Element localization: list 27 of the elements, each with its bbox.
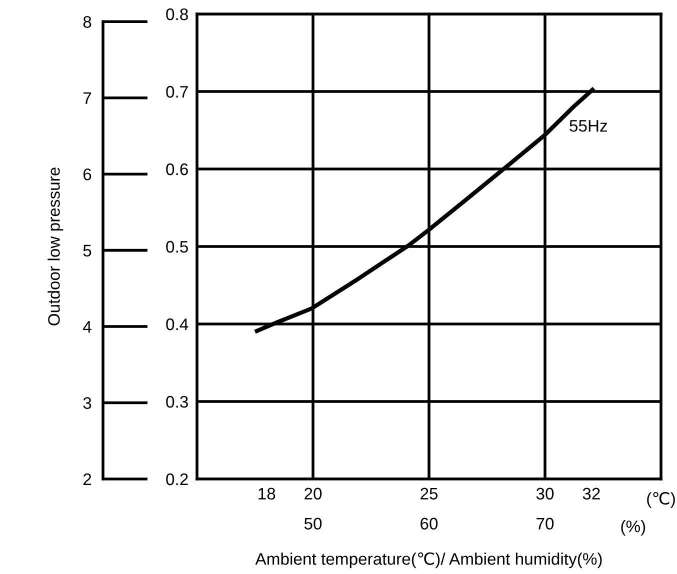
y-tick-label: 0.8	[166, 8, 188, 20]
x2-tick-label: 70	[536, 518, 554, 530]
x-tick-label: 18	[258, 488, 276, 500]
text: (℃)	[647, 492, 675, 508]
text: (%)	[621, 520, 646, 536]
y-tick-label: 0.2	[166, 473, 188, 486]
x-tick-label: 20	[304, 488, 322, 500]
y2-tick-label: 6	[83, 168, 92, 180]
y2-tick-label: 2	[83, 473, 92, 486]
y-tick-label: 0.6	[166, 163, 188, 176]
y2-tick-label: 5	[83, 244, 92, 257]
y2-tick-label: 3	[83, 397, 92, 409]
series-label: 55Hz	[570, 120, 608, 132]
y2-tick-label: 7	[83, 92, 92, 104]
y-tick-label: 0.4	[166, 318, 188, 330]
x-tick-label: 30	[536, 488, 554, 500]
y2-axis-title: Outdoor low pressure	[48, 168, 64, 326]
y2-tick-label: 8	[83, 16, 92, 28]
x-axis-title: Ambient temperature(℃)/ Ambient humidity(%)	[255, 552, 602, 568]
x-tick-label: 32	[582, 488, 600, 500]
y-tick-label: 0.3	[166, 396, 188, 408]
x2-tick-label: 50	[304, 518, 322, 530]
x2-tick-label: 60	[420, 518, 438, 530]
y-tick-label: 0.5	[166, 240, 188, 253]
y2-tick-label: 4	[83, 321, 92, 333]
x-tick-label: 25	[420, 488, 438, 500]
y-tick-label: 0.7	[166, 86, 188, 98]
